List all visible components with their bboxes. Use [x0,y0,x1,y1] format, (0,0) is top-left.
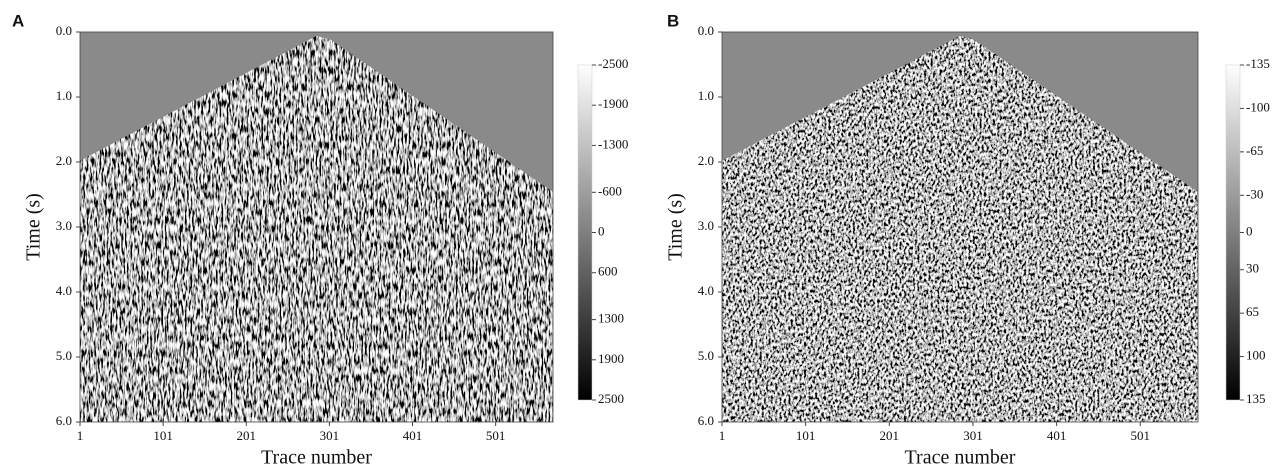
panel-label: A [12,11,24,30]
colorbar-tick-label: -2500 [598,56,628,71]
y-tick-label: 5.0 [56,348,72,363]
colorbar-tick-label: 100 [1246,348,1266,363]
x-axis-title: Trace number [905,447,1016,469]
colorbar-tick-label: 1900 [598,351,624,366]
x-tick-label: 1 [719,428,726,443]
y-tick-label: 4.0 [698,283,714,298]
y-tick-label: 2.0 [56,153,72,168]
x-tick-label: 201 [880,428,900,443]
x-tick-label: 301 [320,428,340,443]
x-tick-label: 1 [77,428,84,443]
y-tick-label: 6.0 [56,413,72,428]
y-tick-label: 5.0 [698,348,714,363]
y-axis-title: Time (s) [665,193,687,261]
panel-label: B [667,11,679,30]
colorbar [1225,64,1241,401]
y-tick-label: 0.0 [56,23,72,38]
y-tick-label: 1.0 [56,88,72,103]
colorbar-tick-label: -135 [1246,56,1270,71]
x-tick-label: 401 [403,428,423,443]
colorbar-tick-label: 135 [1246,391,1266,406]
colorbar-tick-label: 0 [598,223,605,238]
x-tick-label: 501 [486,428,506,443]
colorbar-tick-label: 2500 [598,391,624,406]
x-tick-label: 501 [1131,428,1151,443]
x-tick-label: 201 [237,428,257,443]
colorbar-tick-label: 65 [1246,304,1259,319]
x-tick-label: 401 [1047,428,1067,443]
colorbar-tick-label: -30 [1246,186,1263,201]
colorbar-tick-label: -65 [1246,143,1263,158]
y-tick-label: 4.0 [56,283,72,298]
y-tick-label: 0.0 [698,23,714,38]
colorbar-tick-label: -1900 [598,96,628,111]
colorbar-tick-label: -100 [1246,99,1270,114]
x-tick-label: 101 [153,428,173,443]
y-axis-title: Time (s) [23,193,45,261]
y-tick-label: 3.0 [56,218,72,233]
colorbar-tick-label: -1300 [598,136,628,151]
colorbar-tick-label: 0 [1246,223,1253,238]
y-tick-label: 1.0 [698,88,714,103]
colorbar-tick-label: 30 [1246,261,1259,276]
colorbar-tick-label: 600 [598,264,618,279]
y-tick-label: 2.0 [698,153,714,168]
x-tick-label: 301 [963,428,983,443]
x-axis-title: Trace number [261,447,372,469]
y-tick-label: 6.0 [698,413,714,428]
x-tick-label: 101 [796,428,816,443]
colorbar [577,64,593,401]
colorbar-tick-label: -600 [598,183,622,198]
colorbar-tick-label: 1300 [598,311,624,326]
y-tick-label: 3.0 [698,218,714,233]
